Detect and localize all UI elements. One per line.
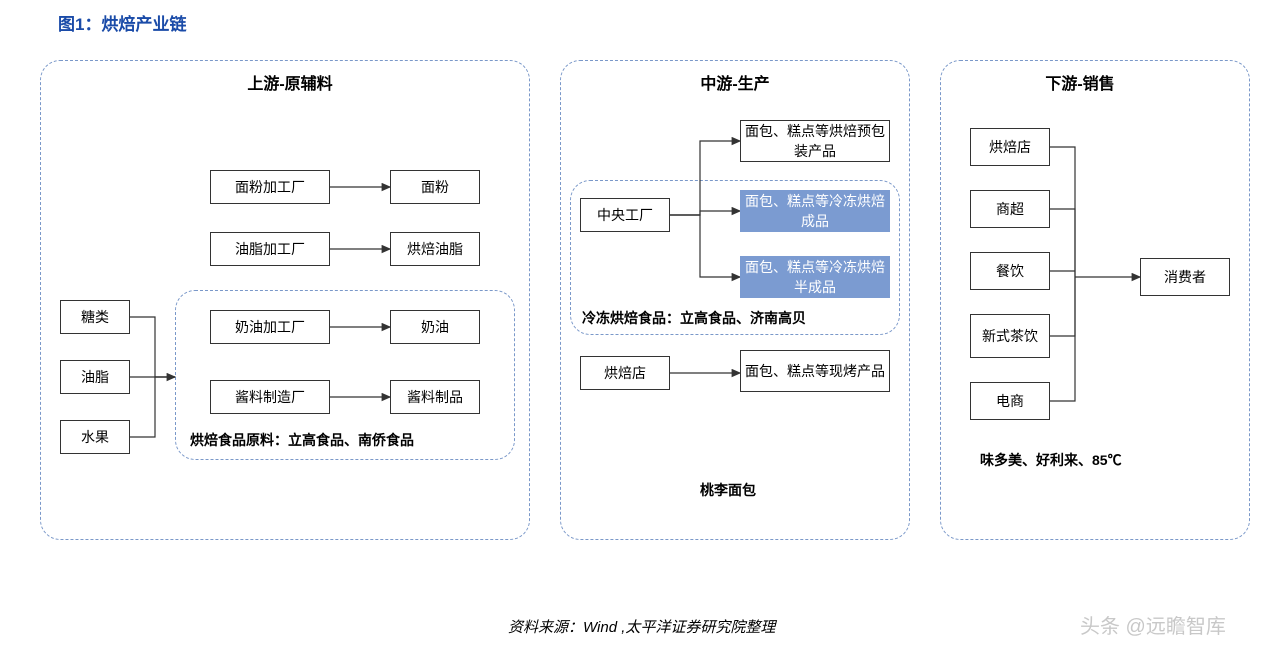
- midstream-note2: 桃李面包: [700, 480, 756, 500]
- figure-title: 图1：烘焙产业链: [58, 10, 186, 35]
- upstream-factory-3: 酱料制造厂: [210, 380, 330, 414]
- downstream-channel-3: 新式茶饮: [970, 314, 1050, 358]
- downstream-channel-1: 商超: [970, 190, 1050, 228]
- upstream-output-2: 奶油: [390, 310, 480, 344]
- downstream-title: 下游-销售: [1020, 70, 1140, 94]
- upstream-raw-2: 水果: [60, 420, 130, 454]
- midstream-note1: 冷冻烘焙食品：立高食品、济南高贝: [582, 308, 806, 328]
- midstream-output-2: 面包、糕点等冷冻烘焙半成品: [740, 256, 890, 298]
- downstream-note: 味多美、好利来、85℃: [980, 450, 1122, 470]
- upstream-output-1: 烘焙油脂: [390, 232, 480, 266]
- midstream-output-0: 面包、糕点等烘焙预包装产品: [740, 120, 890, 162]
- upstream-factory-2: 奶油加工厂: [210, 310, 330, 344]
- downstream-channel-4: 电商: [970, 382, 1050, 420]
- midstream-output-1: 面包、糕点等冷冻烘焙成品: [740, 190, 890, 232]
- midstream-title: 中游-生产: [675, 70, 795, 94]
- upstream-raw-1: 油脂: [60, 360, 130, 394]
- source-caption: 资料来源：Wind ,太平洋证券研究院整理: [508, 616, 775, 637]
- watermark: 头条 @远瞻智库: [1080, 610, 1226, 639]
- downstream-channel-2: 餐饮: [970, 252, 1050, 290]
- upstream-output-0: 面粉: [390, 170, 480, 204]
- midstream-output-3: 面包、糕点等现烤产品: [740, 350, 890, 392]
- midstream-producer-1: 烘焙店: [580, 356, 670, 390]
- upstream-factory-0: 面粉加工厂: [210, 170, 330, 204]
- downstream-consumer: 消费者: [1140, 258, 1230, 296]
- upstream-output-3: 酱料制品: [390, 380, 480, 414]
- upstream-raw-0: 糖类: [60, 300, 130, 334]
- upstream-note: 烘焙食品原料：立高食品、南侨食品: [190, 430, 414, 450]
- upstream-factory-1: 油脂加工厂: [210, 232, 330, 266]
- midstream-producer-0: 中央工厂: [580, 198, 670, 232]
- upstream-title: 上游-原辅料: [230, 70, 350, 94]
- downstream-channel-0: 烘焙店: [970, 128, 1050, 166]
